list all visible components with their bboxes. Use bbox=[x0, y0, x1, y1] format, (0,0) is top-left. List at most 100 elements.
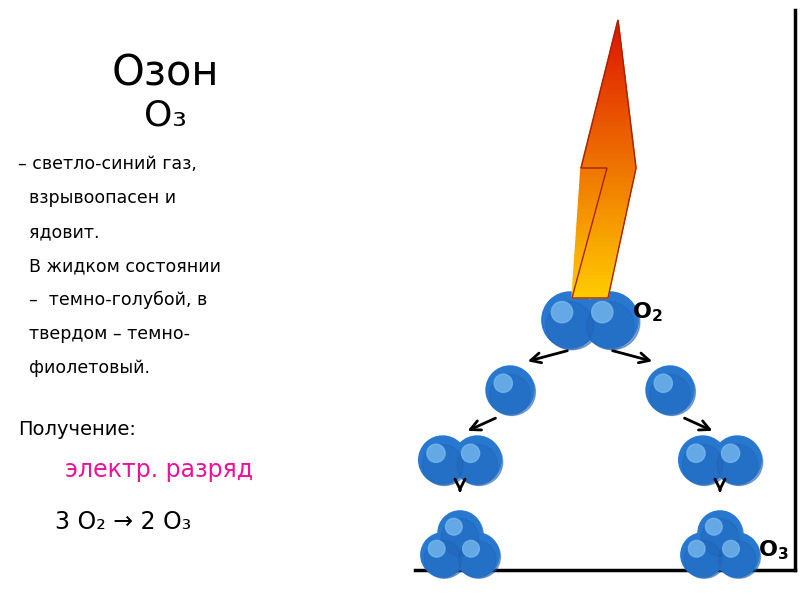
Circle shape bbox=[688, 541, 705, 557]
Circle shape bbox=[424, 541, 462, 578]
Polygon shape bbox=[581, 164, 636, 168]
Circle shape bbox=[454, 436, 502, 484]
Polygon shape bbox=[606, 67, 624, 71]
Circle shape bbox=[714, 436, 762, 484]
Circle shape bbox=[442, 518, 478, 556]
Polygon shape bbox=[581, 168, 636, 173]
Circle shape bbox=[462, 444, 480, 463]
Circle shape bbox=[586, 302, 634, 349]
Polygon shape bbox=[574, 256, 617, 261]
Polygon shape bbox=[606, 62, 624, 67]
Circle shape bbox=[427, 444, 445, 463]
Circle shape bbox=[722, 541, 739, 557]
Circle shape bbox=[678, 436, 726, 484]
Text: –  темно-голубой, в: – темно-голубой, в bbox=[18, 291, 207, 309]
Polygon shape bbox=[583, 154, 635, 159]
Text: Получение:: Получение: bbox=[18, 420, 136, 439]
Polygon shape bbox=[601, 85, 626, 89]
Text: ядовит.: ядовит. bbox=[18, 223, 99, 241]
Circle shape bbox=[446, 518, 462, 535]
Circle shape bbox=[438, 511, 482, 555]
Polygon shape bbox=[589, 131, 632, 136]
Circle shape bbox=[551, 302, 573, 323]
Text: В жидком состоянии: В жидком состоянии bbox=[18, 257, 221, 275]
Polygon shape bbox=[572, 293, 609, 298]
Polygon shape bbox=[580, 182, 633, 187]
Polygon shape bbox=[610, 48, 622, 52]
Polygon shape bbox=[576, 233, 622, 238]
Polygon shape bbox=[574, 266, 615, 270]
Circle shape bbox=[700, 513, 743, 556]
Circle shape bbox=[687, 444, 705, 463]
Polygon shape bbox=[573, 280, 612, 284]
Polygon shape bbox=[604, 71, 625, 76]
Polygon shape bbox=[578, 200, 629, 205]
Circle shape bbox=[706, 518, 722, 535]
Circle shape bbox=[545, 295, 599, 350]
Polygon shape bbox=[612, 38, 621, 43]
Polygon shape bbox=[580, 173, 635, 178]
Circle shape bbox=[488, 368, 535, 415]
Text: электр. разряд: электр. разряд bbox=[65, 458, 253, 482]
Circle shape bbox=[681, 533, 725, 577]
Circle shape bbox=[684, 541, 722, 578]
Circle shape bbox=[585, 295, 640, 350]
Polygon shape bbox=[579, 191, 631, 196]
Circle shape bbox=[722, 444, 740, 463]
Polygon shape bbox=[617, 20, 618, 25]
Polygon shape bbox=[577, 219, 625, 224]
Circle shape bbox=[582, 292, 638, 348]
Text: твердом – темно-: твердом – темно- bbox=[18, 325, 190, 343]
Circle shape bbox=[423, 535, 466, 578]
Polygon shape bbox=[573, 284, 611, 289]
Text: – светло-синий газ,: – светло-синий газ, bbox=[18, 155, 197, 173]
Circle shape bbox=[592, 302, 613, 323]
Circle shape bbox=[716, 439, 762, 485]
Polygon shape bbox=[574, 270, 614, 275]
Polygon shape bbox=[575, 247, 619, 251]
Polygon shape bbox=[599, 89, 627, 94]
Circle shape bbox=[455, 533, 499, 577]
Polygon shape bbox=[586, 140, 634, 145]
Circle shape bbox=[715, 533, 759, 577]
Circle shape bbox=[458, 535, 501, 578]
Polygon shape bbox=[585, 150, 634, 154]
Polygon shape bbox=[607, 57, 623, 62]
Circle shape bbox=[683, 535, 726, 578]
Text: Озон: Озон bbox=[111, 52, 218, 94]
Circle shape bbox=[718, 535, 761, 578]
Circle shape bbox=[681, 439, 728, 485]
Circle shape bbox=[718, 541, 756, 578]
Polygon shape bbox=[594, 113, 630, 118]
Polygon shape bbox=[588, 136, 633, 140]
Polygon shape bbox=[578, 196, 630, 200]
Polygon shape bbox=[575, 251, 618, 256]
Circle shape bbox=[698, 511, 742, 555]
Circle shape bbox=[546, 302, 594, 349]
Circle shape bbox=[542, 292, 598, 348]
Polygon shape bbox=[614, 29, 620, 34]
Circle shape bbox=[422, 445, 463, 485]
Circle shape bbox=[717, 445, 758, 485]
Polygon shape bbox=[593, 118, 630, 122]
Polygon shape bbox=[574, 261, 616, 266]
Polygon shape bbox=[577, 229, 623, 233]
Circle shape bbox=[440, 513, 483, 556]
Text: фиолетовый.: фиолетовый. bbox=[18, 359, 150, 377]
Polygon shape bbox=[602, 80, 626, 85]
Circle shape bbox=[646, 366, 694, 414]
Text: взрывоопасен и: взрывоопасен и bbox=[18, 189, 176, 207]
Circle shape bbox=[650, 374, 690, 415]
Polygon shape bbox=[578, 210, 627, 215]
Circle shape bbox=[418, 436, 466, 484]
Circle shape bbox=[490, 374, 530, 415]
Polygon shape bbox=[579, 187, 632, 191]
Polygon shape bbox=[598, 94, 627, 99]
Circle shape bbox=[654, 374, 672, 392]
Polygon shape bbox=[611, 43, 622, 48]
Circle shape bbox=[456, 439, 502, 485]
Circle shape bbox=[457, 445, 498, 485]
Polygon shape bbox=[575, 242, 620, 247]
Polygon shape bbox=[578, 205, 628, 210]
Polygon shape bbox=[596, 103, 629, 108]
